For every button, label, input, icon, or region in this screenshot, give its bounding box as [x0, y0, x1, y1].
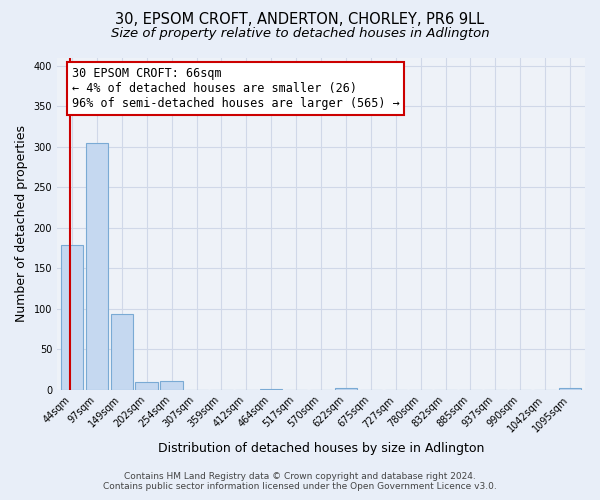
Bar: [335, 388, 357, 390]
Text: Contains HM Land Registry data © Crown copyright and database right 2024.
Contai: Contains HM Land Registry data © Crown c…: [103, 472, 497, 491]
Bar: [110, 314, 133, 390]
Bar: [160, 380, 183, 390]
Bar: [260, 389, 283, 390]
Text: 30 EPSOM CROFT: 66sqm
← 4% of detached houses are smaller (26)
96% of semi-detac: 30 EPSOM CROFT: 66sqm ← 4% of detached h…: [72, 67, 400, 110]
Bar: [86, 142, 108, 390]
Bar: [136, 382, 158, 390]
Bar: [61, 246, 83, 390]
X-axis label: Distribution of detached houses by size in Adlington: Distribution of detached houses by size …: [158, 442, 484, 455]
Text: 30, EPSOM CROFT, ANDERTON, CHORLEY, PR6 9LL: 30, EPSOM CROFT, ANDERTON, CHORLEY, PR6 …: [115, 12, 485, 28]
Bar: [559, 388, 581, 390]
Text: Size of property relative to detached houses in Adlington: Size of property relative to detached ho…: [110, 28, 490, 40]
Y-axis label: Number of detached properties: Number of detached properties: [15, 125, 28, 322]
